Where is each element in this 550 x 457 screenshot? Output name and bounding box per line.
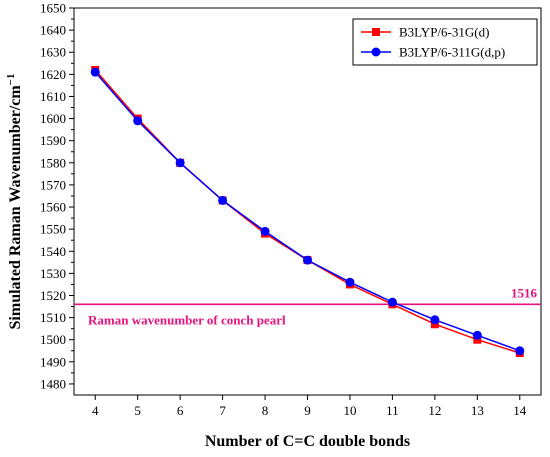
x-tick-label: 8: [262, 403, 269, 418]
y-tick-label: 1480: [40, 376, 66, 391]
x-tick-label: 7: [219, 403, 226, 418]
y-tick-label: 1640: [40, 23, 66, 38]
y-tick-label: 1590: [40, 133, 66, 148]
y-tick-label: 1540: [40, 244, 66, 259]
data-point-circle: [218, 195, 228, 205]
y-tick-label: 1570: [40, 177, 66, 192]
x-tick-label: 5: [134, 403, 141, 418]
x-axis-title: Number of C=C double bonds: [205, 433, 410, 450]
y-tick-label: 1560: [40, 200, 66, 215]
y-axis-title-text: Simulated Raman Wavenumber/cm: [7, 85, 24, 330]
x-tick-label: 6: [177, 403, 184, 418]
y-tick-label: 1600: [40, 111, 66, 126]
x-tick-label: 13: [471, 403, 484, 418]
y-tick-label: 1630: [40, 45, 66, 60]
x-tick-label: 11: [386, 403, 399, 418]
y-tick-label: 1530: [40, 266, 66, 281]
y-tick-label: 1550: [40, 222, 66, 237]
x-tick-label: 14: [513, 403, 527, 418]
legend-label-1: B3LYP/6-31G(d): [399, 25, 489, 40]
y-tick-label: 1500: [40, 332, 66, 347]
reference-line-label: Raman wavenumber of conch pearl: [88, 312, 286, 327]
data-point-circle: [515, 346, 525, 356]
data-point-circle: [260, 226, 270, 236]
data-point-circle: [175, 158, 185, 168]
x-tick-label: 12: [428, 403, 441, 418]
data-point-circle: [133, 116, 143, 126]
legend-marker-square: [372, 28, 380, 36]
y-tick-label: 1620: [40, 67, 66, 82]
data-point-circle: [472, 330, 482, 340]
y-tick-label: 1610: [40, 89, 66, 104]
data-point-circle: [430, 315, 440, 325]
data-point-circle: [345, 277, 355, 287]
y-tick-label: 1510: [40, 310, 66, 325]
x-tick-label: 10: [343, 403, 356, 418]
x-tick-label: 4: [92, 403, 99, 418]
legend-box: [352, 18, 538, 66]
data-point-circle: [90, 67, 100, 77]
y-tick-label: 1520: [40, 288, 66, 303]
y-tick-label: 1580: [40, 155, 66, 170]
data-point-circle: [303, 255, 312, 265]
y-tick-label: 1490: [40, 354, 66, 369]
legend-label-2: B3LYP/6-311G(d,p): [399, 45, 505, 60]
y-axis-title-superscript: −1: [5, 74, 17, 86]
y-axis-title: Simulated Raman Wavenumber/cm−1: [5, 74, 24, 330]
data-point-circle: [387, 297, 397, 307]
x-tick-label: 9: [304, 403, 311, 418]
reference-value-label: 1516: [511, 285, 538, 300]
legend-marker-circle: [371, 47, 381, 57]
y-tick-label: 1650: [40, 1, 66, 16]
